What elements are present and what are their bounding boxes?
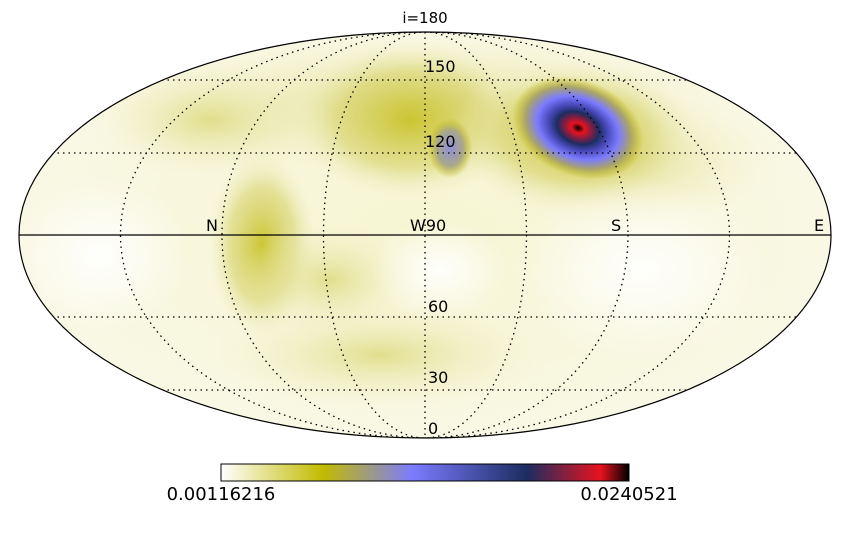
colorbar-min-label: 0.00116216 xyxy=(167,484,276,505)
colorbar-gradient xyxy=(220,463,630,482)
longitude-labels: N S E xyxy=(206,216,824,235)
white-spot-left xyxy=(19,175,190,335)
yellow-region-upper-left xyxy=(90,60,330,180)
lat-label-150: 150 xyxy=(425,57,456,76)
secondary-blob xyxy=(428,118,472,178)
white-spot-right xyxy=(510,180,770,360)
lat-label-0: 0 xyxy=(428,419,438,438)
lon-label-n: N xyxy=(206,216,218,235)
colorbar-max-label: 0.0240521 xyxy=(580,484,677,505)
lat-label-120: 120 xyxy=(425,132,456,151)
lat-label-30: 30 xyxy=(428,368,448,387)
lon-label-s: S xyxy=(611,216,621,235)
yellow-region-center-left xyxy=(240,220,420,340)
map-title: i=180 xyxy=(402,9,447,27)
lat-label-w90: W90 xyxy=(410,216,446,235)
lat-label-60: 60 xyxy=(428,297,448,316)
lon-label-e: E xyxy=(814,216,824,235)
colorbar: 0.00116216 0.0240521 xyxy=(167,463,678,505)
latitude-labels: 150 120 W90 60 30 0 xyxy=(410,57,456,438)
map-outline xyxy=(18,31,832,439)
white-spot-center xyxy=(370,220,510,320)
peak-blob xyxy=(512,76,644,180)
